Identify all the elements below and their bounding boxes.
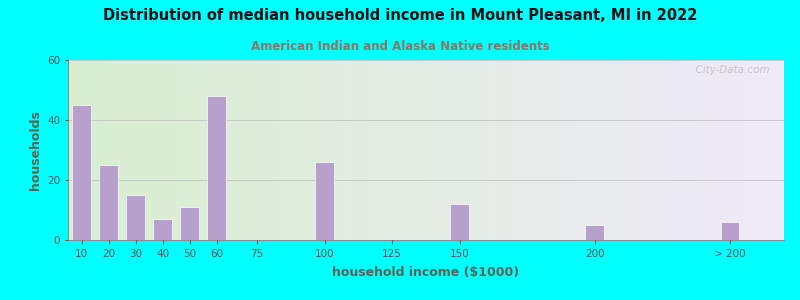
Bar: [180, 207, 199, 240]
Bar: [315, 162, 334, 240]
Text: American Indian and Alaska Native residents: American Indian and Alaska Native reside…: [250, 40, 550, 53]
X-axis label: household income ($1000): household income ($1000): [333, 266, 519, 279]
Bar: [153, 219, 172, 240]
Y-axis label: households: households: [29, 110, 42, 190]
Text: City-Data.com: City-Data.com: [689, 65, 770, 75]
Bar: [450, 204, 470, 240]
Bar: [721, 222, 739, 240]
Text: Distribution of median household income in Mount Pleasant, MI in 2022: Distribution of median household income …: [103, 8, 697, 22]
Bar: [586, 225, 604, 240]
Bar: [207, 96, 226, 240]
Bar: [126, 195, 145, 240]
Bar: [72, 105, 91, 240]
Bar: [99, 165, 118, 240]
